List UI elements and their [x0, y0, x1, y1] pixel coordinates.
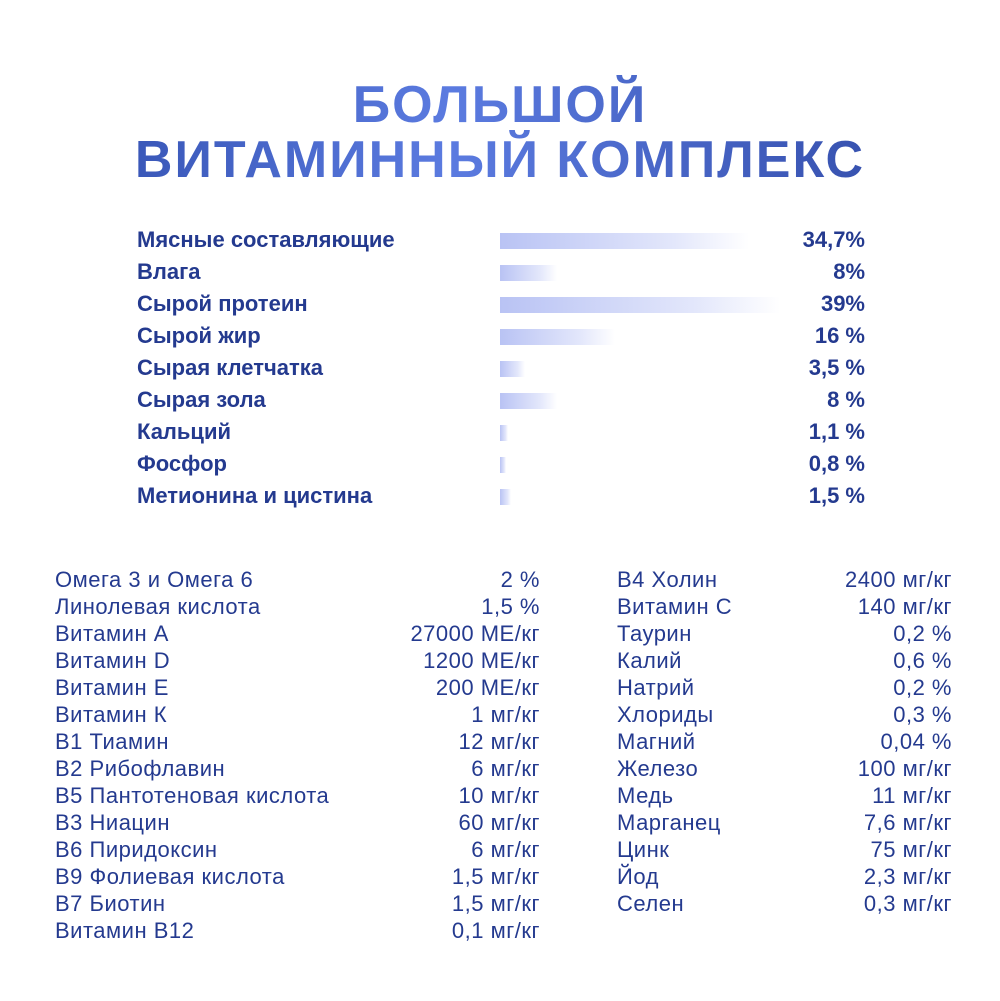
- nutrient-name: Витамин Е: [55, 675, 169, 700]
- nutrient-value: 12 мг/кг: [458, 729, 540, 754]
- composition-bar: [500, 425, 508, 441]
- nutrient-name: Витамин А: [55, 621, 169, 646]
- nutrient-value: 0,1 мг/кг: [451, 918, 540, 943]
- composition-name: Метионина и цистина: [137, 483, 373, 508]
- nutrient-value: 6 мг/кг: [471, 756, 540, 781]
- nutrient-value: 0,2 %: [893, 621, 952, 646]
- nutrient-value: 1,5 мг/кг: [451, 891, 540, 916]
- nutrient-name: Селен: [617, 891, 685, 916]
- nutrient-value: 2 %: [500, 567, 540, 592]
- composition-value: 39%: [820, 291, 865, 316]
- composition-name: Мясные составляющие: [137, 227, 395, 252]
- composition-value: 8 %: [827, 387, 865, 412]
- nutrient-value: 2400 мг/кг: [845, 567, 952, 592]
- composition-value: 1,5 %: [808, 483, 865, 508]
- nutrient-name: Калий: [617, 648, 682, 673]
- nutrient-value: 0,3 мг/кг: [863, 891, 952, 916]
- nutrient-name: Витамин В12: [55, 918, 195, 943]
- nutrient-value: 7,6 мг/кг: [863, 810, 952, 835]
- composition-value: 0,8 %: [808, 451, 865, 476]
- composition-bar: [500, 361, 526, 377]
- nutrient-name: Таурин: [617, 621, 692, 646]
- nutrient-name: Марганец: [617, 810, 721, 835]
- nutrient-value: 0,3 %: [893, 702, 952, 727]
- composition-name: Кальций: [137, 419, 232, 444]
- composition-bar: [500, 489, 511, 505]
- nutrient-name: В7 Биотин: [55, 891, 166, 916]
- nutrient-name: Витамин С: [617, 594, 733, 619]
- nutrient-value: 1200 МЕ/кг: [423, 648, 540, 673]
- composition-name: Сырой жир: [137, 323, 261, 348]
- nutrient-value: 1,5 мг/кг: [451, 864, 540, 889]
- nutrient-name: Йод: [617, 864, 659, 889]
- nutrient-value: 200 МЕ/кг: [435, 675, 540, 700]
- composition-value: 8%: [833, 259, 865, 284]
- nutrient-value: 10 мг/кг: [458, 783, 540, 808]
- nutrient-name: Цинк: [617, 837, 670, 862]
- composition-bar: [500, 297, 780, 313]
- nutrient-value: 6 мг/кг: [471, 837, 540, 862]
- nutrient-name: Железо: [617, 756, 699, 781]
- nutrient-name: В9 Фолиевая кислота: [55, 864, 285, 889]
- nutrient-value: 100 мг/кг: [857, 756, 952, 781]
- nutrient-name: Натрий: [617, 675, 695, 700]
- composition-name: Сырая зола: [137, 387, 266, 412]
- nutrient-name: Линолевая кислота: [55, 594, 261, 619]
- nutrient-value: 0,04 %: [880, 729, 952, 754]
- nutrient-name: Омега 3 и Омега 6: [55, 567, 254, 592]
- nutrient-value: 140 мг/кг: [857, 594, 952, 619]
- composition-bar: [500, 393, 558, 409]
- nutrient-name: В6 Пиридоксин: [55, 837, 218, 862]
- composition-name: Влага: [137, 259, 201, 284]
- composition-bar: [500, 457, 506, 473]
- nutrient-value: 75 мг/кг: [870, 837, 952, 862]
- nutrient-name: В3 Ниацин: [55, 810, 170, 835]
- composition-bar: [500, 329, 615, 345]
- nutrient-value: 1,5 %: [481, 594, 540, 619]
- composition-value: 3,5 %: [808, 355, 865, 380]
- nutrient-name: Витамин D: [55, 648, 171, 673]
- composition-name: Фосфор: [137, 451, 227, 476]
- nutrient-value: 11 мг/кг: [872, 783, 952, 808]
- composition-value: 16 %: [814, 323, 865, 348]
- nutrient-value: 60 мг/кг: [458, 810, 540, 835]
- nutrient-name: В5 Пантотеновая кислота: [55, 783, 330, 808]
- composition-value: 1,1 %: [808, 419, 865, 444]
- nutrient-value: 0,6 %: [893, 648, 952, 673]
- nutrient-name: В2 Рибофлавин: [55, 756, 226, 781]
- title-line: БОЛЬШОЙ: [0, 75, 1000, 135]
- nutrient-name: Хлориды: [617, 702, 714, 727]
- nutrient-value: 2,3 мг/кг: [863, 864, 952, 889]
- composition-name: Сырой протеин: [137, 291, 308, 316]
- nutrient-name: Магний: [617, 729, 696, 754]
- nutrient-value: 0,2 %: [893, 675, 952, 700]
- title-line: ВИТАМИННЫЙ КОМПЛЕКС: [0, 130, 1000, 190]
- nutrient-name: Витамин К: [55, 702, 168, 727]
- nutrient-name: В4 Холин: [617, 567, 718, 592]
- nutrient-name: В1 Тиамин: [55, 729, 170, 754]
- composition-name: Сырая клетчатка: [137, 355, 324, 380]
- nutrient-name: Медь: [617, 783, 674, 808]
- nutrient-value: 1 мг/кг: [471, 702, 540, 727]
- composition-value: 34,7%: [802, 227, 865, 252]
- composition-bar: [500, 233, 750, 249]
- composition-bar: [500, 265, 558, 281]
- nutrient-value: 27000 МЕ/кг: [410, 621, 540, 646]
